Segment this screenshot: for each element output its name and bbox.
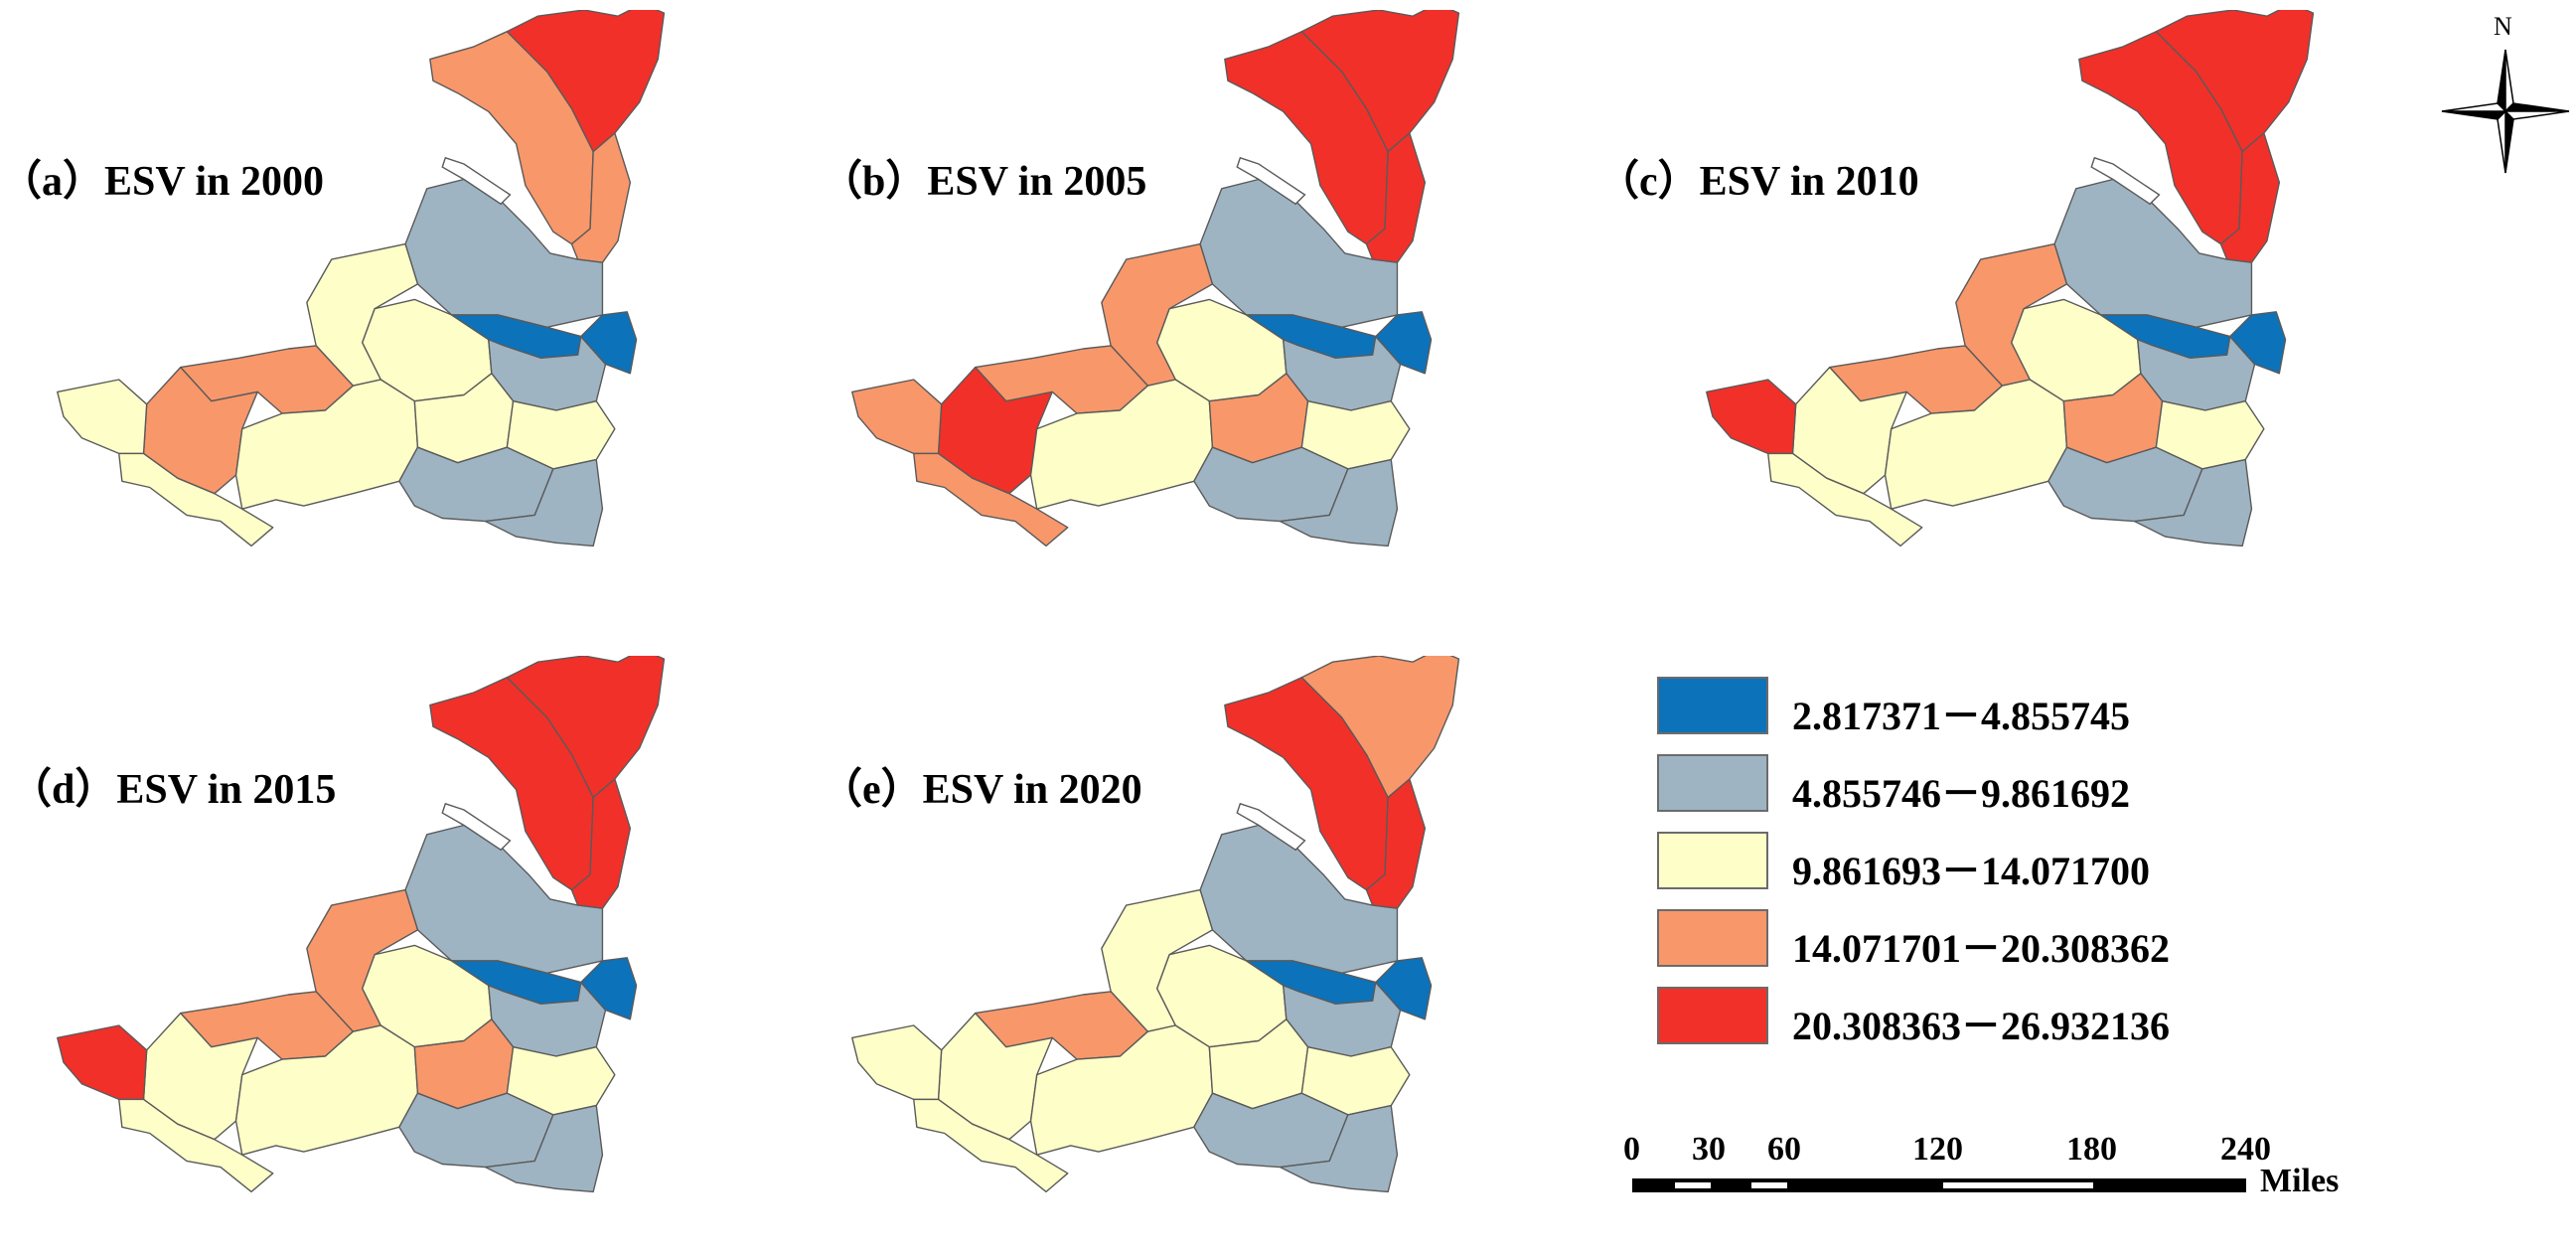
region-nc [1199,178,1399,328]
region-west [57,1024,148,1101]
legend-swatch-4 [1657,909,1768,967]
region-east-small [2229,311,2287,375]
region-west [1706,379,1797,455]
north-arrow-icon [2441,49,2570,174]
legend-swatch-1 [1657,677,1768,734]
legend-label-5: 20.308363－26.932136 [1792,1004,2170,1048]
region-se [398,446,554,523]
region-nc [1199,824,1399,974]
region-n [1300,10,1460,153]
region-far-w [118,452,274,548]
region-nc [2053,178,2253,328]
region-se [1193,446,1349,523]
legend-swatch-2 [1657,754,1768,812]
region-wc [1101,888,1214,1032]
region-se [1193,1092,1349,1169]
region-se-tail [484,1104,604,1193]
region-s-mid [234,1024,419,1156]
region-far-w [1767,452,1923,548]
region-east-small [1375,311,1433,375]
region-s-mid [1029,379,1214,510]
region-wc [1955,242,2068,387]
lake-outline [1236,802,1306,852]
region-n [506,656,666,799]
region-se-tail [1279,1104,1399,1193]
legend-label-3: 9.861693－14.071700 [1792,849,2150,893]
panel-title-d: （d）ESV in 2015 [10,767,337,813]
region-s-mid [1884,379,2068,510]
panel-title-a: （a）ESV in 2000 [0,159,324,205]
region-wc [1101,242,1214,387]
map-panel-e [851,656,1460,1193]
region-far-w [118,1098,274,1193]
lake-outline [1236,156,1306,206]
region-center [450,314,582,359]
region-far-w [913,1098,1069,1193]
region-n [2155,10,2315,153]
region-center [2099,314,2231,359]
region-center [450,960,582,1005]
region-wc [306,888,419,1032]
region-nc [404,824,604,974]
lake-outline [2090,156,2161,206]
legend-swatch-3 [1657,832,1768,889]
lake-outline [441,802,512,852]
legend-label-4: 14.071701－20.308362 [1792,926,2170,971]
scale-unit: Miles [2260,1163,2340,1199]
scale-tick-120: 120 [1912,1131,1963,1168]
region-east-small [1375,957,1433,1020]
region-east-small [580,957,638,1020]
region-s-mid [234,379,419,510]
scale-tick-180: 180 [2066,1131,2117,1168]
region-center [1245,314,1377,359]
region-far-w [913,452,1069,548]
region-se-tail [484,458,604,548]
map-panel-a [57,10,666,548]
region-east-small [580,311,638,375]
region-n [506,10,666,153]
scale-tick-60: 60 [1767,1131,1801,1168]
map-panel-d [57,656,666,1193]
region-se-tail [2133,458,2253,548]
lake-outline [441,156,512,206]
region-n [1300,656,1460,799]
region-west [851,1024,943,1101]
legend-swatch-5 [1657,987,1768,1044]
panel-title-b: （b）ESV in 2005 [821,159,1147,205]
map-panel-b [851,10,1460,548]
region-se-tail [1279,458,1399,548]
scale-bar-graphic [1632,1178,2246,1192]
panel-title-c: （c）ESV in 2010 [1597,159,1919,205]
region-west [851,379,943,455]
region-nc [404,178,604,328]
region-s-mid [1029,1024,1214,1156]
region-wc [306,242,419,387]
region-center [1245,960,1377,1005]
scale-tick-240: 240 [2220,1131,2271,1168]
map-panel-c [1706,10,2315,548]
region-se [398,1092,554,1169]
north-label: N [2494,12,2512,41]
region-se [2047,446,2203,523]
legend-label-1: 2.817371－4.855745 [1792,694,2130,738]
scale-tick-0: 0 [1623,1131,1640,1168]
scale-tick-30: 30 [1692,1131,1726,1168]
legend-label-2: 4.855746－9.861692 [1792,771,2130,816]
panel-title-e: （e）ESV in 2020 [821,767,1142,813]
region-west [57,379,148,455]
